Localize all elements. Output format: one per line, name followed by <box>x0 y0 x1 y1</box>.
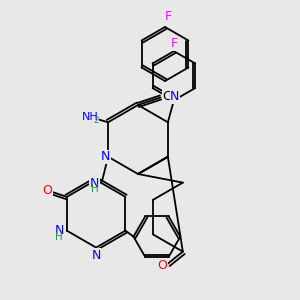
Text: H: H <box>56 232 63 242</box>
Text: N: N <box>170 90 180 103</box>
Text: C: C <box>163 90 172 103</box>
Text: O: O <box>158 259 167 272</box>
Text: N: N <box>101 150 110 163</box>
Text: NH: NH <box>82 112 98 122</box>
Text: H: H <box>91 184 98 194</box>
Text: N: N <box>92 249 101 262</box>
Text: N: N <box>90 177 99 190</box>
Text: N: N <box>55 224 64 237</box>
Text: 2: 2 <box>94 116 99 125</box>
Text: O: O <box>42 184 52 197</box>
Text: F: F <box>170 37 177 50</box>
Text: F: F <box>164 10 172 23</box>
